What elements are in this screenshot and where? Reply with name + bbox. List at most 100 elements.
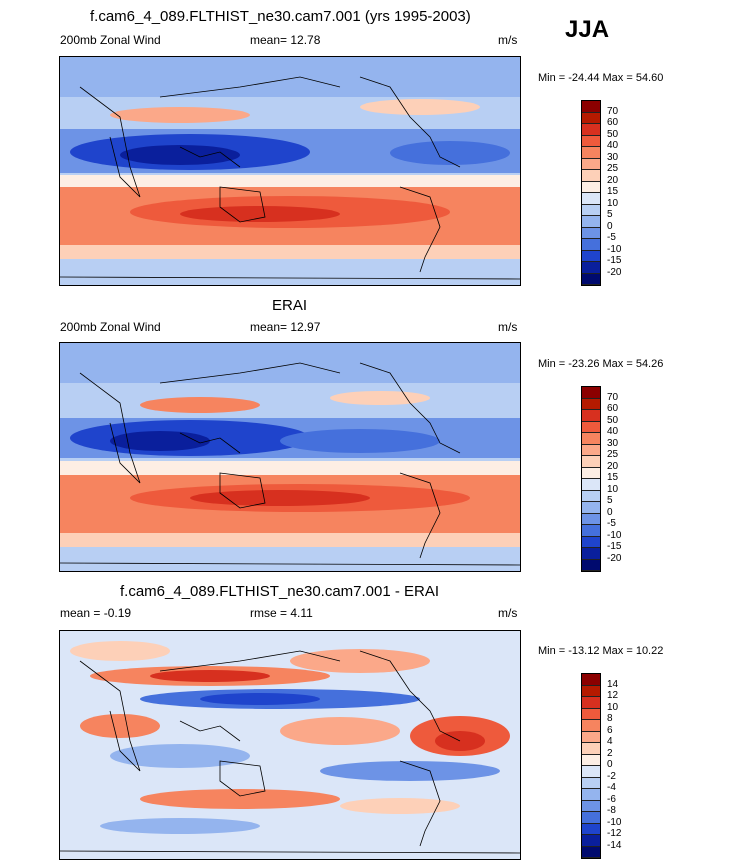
panel-2-field	[60, 343, 520, 571]
colorbar-tick-label: 70	[607, 105, 619, 117]
colorbar-tick-label: -5	[607, 232, 616, 243]
panel-3-colorbar: 14 12 10 8 6 4 2 0 -2 -4 -6 -8 -10 -12 -14	[581, 673, 621, 859]
colorbar-swatch	[582, 731, 600, 743]
colorbar-tick-label: 14	[607, 678, 619, 690]
panel-3-colorbar-swatches	[581, 673, 601, 859]
colorbar-swatch	[582, 101, 600, 113]
colorbar-swatch	[582, 846, 600, 858]
colorbar-swatch	[582, 135, 600, 147]
panel-2-colorbar: 70 60 50 40 30 25 20 15 10 5 0 -5 -10 -15 -20	[581, 386, 621, 572]
colorbar-tick-label: 5	[607, 495, 613, 506]
colorbar-swatch	[582, 525, 600, 537]
colorbar-swatch	[582, 158, 600, 170]
panel-3-mean-label: mean = -0.19	[60, 606, 132, 620]
colorbar-tick-label: -6	[607, 793, 616, 805]
colorbar-swatch	[582, 800, 600, 812]
colorbar-swatch	[582, 410, 600, 422]
colorbar-swatch	[582, 250, 600, 262]
colorbar-swatch	[582, 273, 600, 285]
colorbar-swatch	[582, 766, 600, 778]
colorbar-swatch	[582, 823, 600, 835]
colorbar-tick-label: -20	[607, 552, 622, 564]
panel-1-field	[60, 57, 520, 285]
colorbar-swatch	[582, 743, 600, 755]
colorbar-swatch	[582, 262, 600, 274]
colorbar-tick-label: 0	[607, 759, 613, 770]
colorbar-swatch	[582, 112, 600, 124]
colorbar-swatch	[582, 387, 600, 399]
colorbar-swatch	[582, 685, 600, 697]
colorbar-tick-label: -10	[607, 243, 622, 255]
colorbar-tick-label: 12	[607, 690, 619, 701]
panel-2-variable-label: 200mb Zonal Wind	[60, 320, 161, 334]
colorbar-tick-label: 30	[607, 151, 619, 163]
colorbar-tick-label: 50	[607, 128, 619, 140]
colorbar-tick-label: 20	[607, 460, 619, 472]
panel-1-variable-label: 200mb Zonal Wind	[60, 33, 161, 47]
colorbar-swatch	[582, 720, 600, 732]
colorbar-swatch	[582, 147, 600, 159]
colorbar-swatch	[582, 181, 600, 193]
colorbar-swatch	[582, 433, 600, 445]
colorbar-tick-label: -20	[607, 266, 622, 278]
panel-1-colorbar-swatches	[581, 100, 601, 286]
colorbar-tick-label: -5	[607, 518, 616, 529]
panel-3-field	[60, 631, 520, 859]
panel-1-map	[59, 56, 521, 286]
colorbar-swatch	[582, 513, 600, 525]
colorbar-swatch	[582, 227, 600, 239]
colorbar-swatch	[582, 444, 600, 456]
panel-2-colorbar-swatches	[581, 386, 601, 572]
colorbar-tick-label: 0	[607, 506, 613, 518]
colorbar-tick-label: -2	[607, 770, 616, 782]
colorbar-tick-label: -10	[607, 529, 622, 541]
panel-1-minmax: Min = -24.44 Max = 54.60	[538, 72, 664, 84]
colorbar-tick-label: 20	[607, 174, 619, 186]
colorbar-tick-label: -4	[607, 782, 616, 793]
panel-1-mean-label: mean= 12.78	[250, 33, 321, 47]
colorbar-tick-label: -15	[607, 541, 622, 552]
colorbar-tick-label: 60	[607, 117, 619, 128]
colorbar-tick-label: 70	[607, 391, 619, 403]
panel-2-map	[59, 342, 521, 572]
colorbar-swatch	[582, 777, 600, 789]
colorbar-swatch	[582, 548, 600, 560]
colorbar-tick-label: 2	[607, 747, 613, 759]
colorbar-swatch	[582, 170, 600, 182]
colorbar-swatch	[582, 216, 600, 228]
colorbar-tick-label: -15	[607, 255, 622, 266]
colorbar-tick-label: 10	[607, 701, 619, 713]
colorbar-tick-label: -10	[607, 816, 622, 828]
colorbar-tick-label: 10	[607, 483, 619, 495]
colorbar-swatch	[582, 398, 600, 410]
colorbar-tick-label: 40	[607, 426, 619, 437]
panel-3-title: f.cam6_4_089.FLTHIST_ne30.cam7.001 - ERA…	[120, 583, 440, 600]
colorbar-tick-label: -12	[607, 828, 622, 839]
colorbar-tick-label: 10	[607, 197, 619, 209]
colorbar-tick-label: -14	[607, 839, 622, 851]
colorbar-swatch	[582, 708, 600, 720]
colorbar-tick-label: 0	[607, 220, 613, 232]
colorbar-swatch	[582, 467, 600, 479]
colorbar-swatch	[582, 456, 600, 468]
panel-1-units: m/s	[498, 33, 518, 47]
colorbar-swatch	[582, 697, 600, 709]
panel-1-title: f.cam6_4_089.FLTHIST_ne30.cam7.001 (yrs …	[90, 8, 471, 25]
colorbar-swatch	[582, 754, 600, 766]
colorbar-tick-label: -8	[607, 805, 616, 816]
colorbar-swatch	[582, 204, 600, 216]
colorbar-swatch	[582, 502, 600, 514]
panel-2-units: m/s	[498, 320, 518, 334]
colorbar-swatch	[582, 674, 600, 686]
colorbar-swatch	[582, 421, 600, 433]
colorbar-tick-label: 25	[607, 449, 619, 460]
panel-2-minmax: Min = -23.26 Max = 54.26	[538, 358, 664, 370]
colorbar-swatch	[582, 812, 600, 824]
colorbar-tick-label: 40	[607, 140, 619, 151]
colorbar-tick-label: 8	[607, 713, 613, 724]
colorbar-tick-label: 15	[607, 472, 619, 483]
colorbar-swatch	[582, 193, 600, 205]
colorbar-tick-label: 25	[607, 163, 619, 174]
colorbar-tick-label: 30	[607, 437, 619, 449]
colorbar-tick-label: 6	[607, 724, 613, 736]
